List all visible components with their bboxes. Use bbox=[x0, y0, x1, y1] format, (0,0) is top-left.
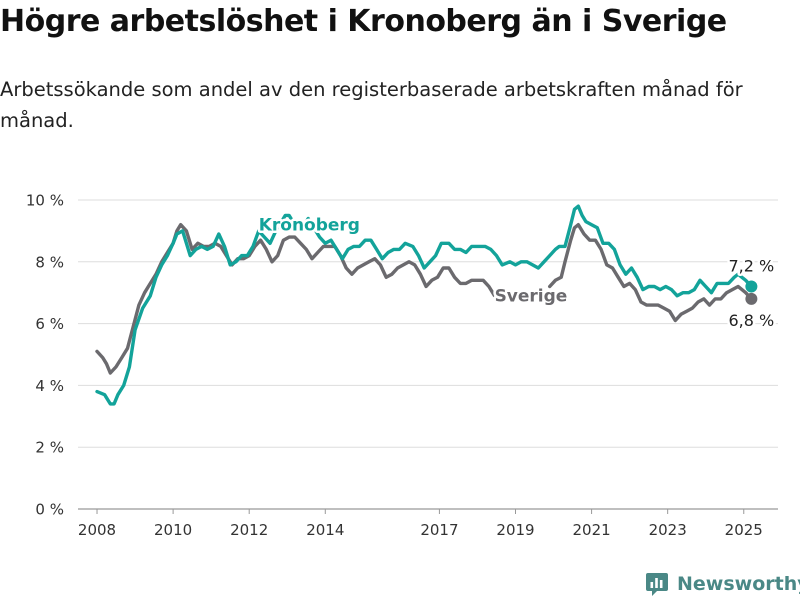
x-tick-label: 2014 bbox=[306, 521, 344, 539]
x-tick-label: 2021 bbox=[572, 521, 610, 539]
x-tick-label: 2017 bbox=[420, 521, 458, 539]
x-tick-label: 2023 bbox=[649, 521, 687, 539]
x-tick-label: 2010 bbox=[154, 521, 192, 539]
brand-logo: Newsworthy bbox=[645, 569, 800, 599]
end-point-kronoberg bbox=[745, 280, 758, 293]
y-tick-label: 0 % bbox=[35, 501, 64, 519]
x-tick-label: 2025 bbox=[725, 521, 763, 539]
y-tick-label: 8 % bbox=[35, 253, 64, 271]
chart-subtitle: Arbetssökande som andel av den registerb… bbox=[0, 78, 743, 132]
end-point-sverige bbox=[745, 292, 758, 305]
x-tick-label: 2012 bbox=[230, 521, 268, 539]
series-label-kronoberg: Kronoberg bbox=[259, 215, 360, 235]
end-value-label-sverige: 6,8 % bbox=[729, 311, 775, 330]
brand-name: Newsworthy bbox=[677, 573, 800, 595]
y-tick-label: 4 % bbox=[35, 377, 64, 395]
end-value-label-kronoberg: 7,2 % bbox=[729, 257, 775, 276]
series-line-sverige bbox=[548, 223, 754, 323]
y-tick-label: 6 % bbox=[35, 315, 64, 333]
newsworthy-icon bbox=[646, 573, 668, 596]
y-tick-label: 10 % bbox=[26, 192, 64, 210]
series-line-kronoberg bbox=[95, 204, 754, 406]
y-tick-label: 2 % bbox=[35, 439, 64, 457]
x-tick-label: 2008 bbox=[78, 521, 116, 539]
chart-title: Högre arbetslöshet i Kronoberg än i Sver… bbox=[0, 4, 727, 39]
x-tick-label: 2019 bbox=[496, 521, 534, 539]
series-label-sverige: Sverige bbox=[495, 286, 568, 306]
